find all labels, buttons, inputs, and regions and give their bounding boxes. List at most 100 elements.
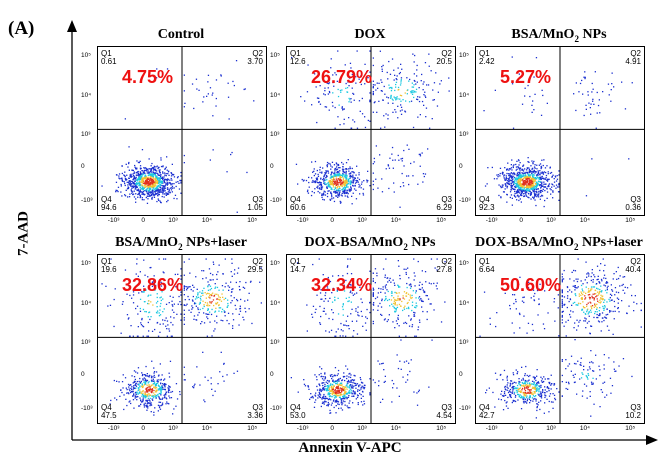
y-tick-label: -10³ bbox=[459, 196, 471, 204]
y-tick-label: 10⁴ bbox=[270, 92, 281, 100]
quadrant-q3-points bbox=[372, 144, 429, 208]
quadrant-label-q1: Q1 19.6 bbox=[101, 258, 117, 274]
y-axis-title: 7-AAD bbox=[15, 211, 32, 256]
quadrant-name: Q2 bbox=[441, 257, 452, 266]
quadrant-q2-points bbox=[573, 71, 633, 129]
quadrant-q3-points bbox=[183, 149, 248, 213]
quadrant-q3-points bbox=[561, 339, 633, 417]
y-tick-label: 10³ bbox=[270, 131, 280, 139]
quadrant-q1-points bbox=[479, 276, 560, 337]
x-tick-label: 10⁴ bbox=[579, 217, 590, 224]
quadrant-value: 0.61 bbox=[101, 57, 117, 66]
quadrant-q4-points bbox=[485, 365, 560, 419]
y-tick-label: 10⁵ bbox=[459, 52, 469, 60]
y-tick-label: 10⁵ bbox=[459, 260, 469, 268]
x-tick-label: 10⁵ bbox=[247, 425, 258, 432]
quadrant-q4-points bbox=[109, 360, 181, 416]
quadrant-q1-points bbox=[124, 68, 169, 120]
quadrant-q3-points bbox=[183, 351, 239, 403]
quadrant-label-q1: Q1 14.7 bbox=[290, 258, 306, 274]
quadrant-label-q4: Q4 94.6 bbox=[101, 196, 117, 212]
quadrant-name: Q4 bbox=[479, 195, 490, 204]
quadrant-label-q4: Q4 92.3 bbox=[479, 196, 495, 212]
quadrant-q1-points bbox=[291, 50, 371, 129]
quadrant-name: Q4 bbox=[101, 403, 112, 412]
y-tick-label: 10³ bbox=[459, 131, 469, 139]
scatter-points bbox=[287, 47, 455, 215]
quadrant-name: Q4 bbox=[101, 195, 112, 204]
y-tick-label: 0 bbox=[270, 162, 274, 170]
quadrant-q3-points bbox=[585, 158, 630, 197]
quadrant-value: 12.6 bbox=[290, 57, 306, 66]
quadrant-name: Q3 bbox=[252, 403, 263, 412]
x-tick-label: 0 bbox=[330, 217, 335, 224]
y-tick-label: 10⁵ bbox=[81, 52, 91, 60]
y-tick-label: 10³ bbox=[459, 339, 469, 347]
quadrant-name: Q2 bbox=[252, 257, 263, 266]
apoptosis-percentage: 26.79% bbox=[311, 67, 373, 87]
quadrant-name: Q2 bbox=[630, 257, 641, 266]
quadrant-name: Q4 bbox=[290, 195, 301, 204]
quadrant-name: Q3 bbox=[441, 403, 452, 412]
quadrant-name: Q1 bbox=[479, 49, 490, 58]
quadrant-label-q2: Q2 4.91 bbox=[625, 50, 641, 66]
quadrant-value: 6.64 bbox=[479, 265, 495, 274]
y-tick-label: -10³ bbox=[81, 404, 93, 412]
quadrant-label-q2: Q2 40.4 bbox=[625, 258, 641, 274]
x-tick-label: 10⁵ bbox=[436, 425, 447, 432]
y-tick-label: -10³ bbox=[459, 404, 471, 412]
x-tick-label: 0 bbox=[519, 217, 524, 224]
x-tick-label: 10³ bbox=[546, 217, 556, 224]
plot-title: DOX bbox=[354, 27, 386, 42]
y-tick-label: 10⁴ bbox=[81, 300, 92, 308]
apoptosis-percentage: 50.60% bbox=[500, 275, 562, 295]
x-tick-label: 10⁴ bbox=[201, 425, 212, 432]
quadrant-value: 6.29 bbox=[436, 203, 452, 212]
y-axis-arrow bbox=[67, 20, 77, 32]
quadrant-value: 40.4 bbox=[625, 265, 641, 274]
quadrant-label-q2: Q2 3.70 bbox=[247, 50, 263, 66]
y-tick-label: 10⁴ bbox=[459, 92, 470, 100]
quadrant-value: 20.5 bbox=[436, 57, 452, 66]
quadrant-value: 92.3 bbox=[479, 203, 495, 212]
quadrant-q4-points bbox=[101, 146, 182, 204]
y-tick-label: -10³ bbox=[270, 196, 282, 204]
quadrant-name: Q1 bbox=[101, 49, 112, 58]
apoptosis-percentage: 32.86% bbox=[122, 275, 184, 295]
quadrant-label-q2: Q2 29.5 bbox=[247, 258, 263, 274]
quadrant-name: Q3 bbox=[252, 195, 263, 204]
y-tick-label: 10⁵ bbox=[270, 52, 280, 60]
quadrant-name: Q2 bbox=[630, 49, 641, 58]
quadrant-value: 19.6 bbox=[101, 265, 117, 274]
quadrant-value: 3.36 bbox=[247, 411, 263, 420]
quadrant-q4-points bbox=[484, 157, 560, 208]
plot-area: Q1 2.42 Q2 4.91 Q3 0.36 Q4 92.3 5.27% bbox=[475, 46, 645, 216]
quadrant-label-q3: Q3 0.36 bbox=[625, 196, 641, 212]
y-tick-label: 0 bbox=[81, 162, 85, 170]
quadrant-label-q3: Q3 6.29 bbox=[436, 196, 452, 212]
scatter-points bbox=[476, 47, 644, 215]
x-axis-arrow bbox=[646, 435, 658, 445]
quadrant-name: Q4 bbox=[479, 403, 490, 412]
scatter-points bbox=[98, 47, 266, 215]
quadrant-name: Q2 bbox=[252, 49, 263, 58]
plot-title: DOX-BSA/MnO2 NPs+laser bbox=[475, 235, 643, 252]
quadrant-value: 2.42 bbox=[479, 57, 495, 66]
y-tick-label: 10⁴ bbox=[459, 300, 470, 308]
quadrant-q2-points bbox=[183, 258, 262, 337]
quadrant-label-q3: Q3 3.36 bbox=[247, 404, 263, 420]
quadrant-q2-points bbox=[372, 50, 450, 129]
quadrant-q2-points bbox=[561, 258, 642, 337]
y-tick-label: 0 bbox=[459, 162, 463, 170]
x-tick-label: 0 bbox=[141, 425, 146, 432]
x-tick-label: 10⁵ bbox=[436, 217, 447, 224]
quadrant-label-q3: Q3 4.54 bbox=[436, 404, 452, 420]
x-tick-label: 10³ bbox=[168, 425, 178, 432]
plot-area: Q1 14.7 Q2 27.8 Q3 4.54 Q4 53.0 32.34% bbox=[286, 254, 456, 424]
x-tick-label: -10³ bbox=[296, 425, 309, 432]
quadrant-name: Q3 bbox=[441, 195, 452, 204]
plot-area: Q1 0.61 Q2 3.70 Q3 1.05 Q4 94.6 4.75% bbox=[97, 46, 267, 216]
quadrant-value: 42.7 bbox=[479, 411, 495, 420]
quadrant-label-q4: Q4 42.7 bbox=[479, 404, 495, 420]
x-tick-label: 10⁴ bbox=[201, 217, 212, 224]
